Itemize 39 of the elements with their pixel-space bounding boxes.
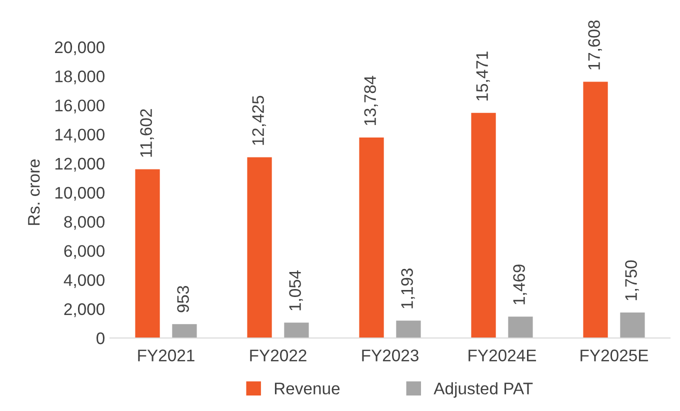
bar xyxy=(284,322,309,338)
data-label: 1,750 xyxy=(625,260,639,300)
y-tick-label: 6,000 xyxy=(64,245,104,259)
y-tick-label: 4,000 xyxy=(64,274,104,288)
y-tick-label: 12,000 xyxy=(55,158,104,172)
bar xyxy=(471,112,496,338)
y-tick-label: 14,000 xyxy=(55,128,104,142)
bar xyxy=(583,82,608,338)
legend-label: Revenue xyxy=(274,382,340,394)
data-label: 11,602 xyxy=(140,109,154,157)
x-tick-label: FY2025E xyxy=(580,350,648,362)
legend-label: Adjusted PAT xyxy=(434,382,533,398)
y-tick-label: 18,000 xyxy=(55,70,104,84)
y-tick-label: 2,000 xyxy=(64,303,104,318)
data-label: 15,471 xyxy=(476,52,490,101)
data-label: 1,054 xyxy=(289,270,303,310)
data-label: 12,425 xyxy=(252,96,266,145)
data-label: 17,608 xyxy=(588,20,602,70)
x-tick-label: FY2021 xyxy=(138,350,194,362)
data-label: 1,193 xyxy=(401,268,415,308)
bar xyxy=(135,169,160,338)
x-tick-label: FY2023 xyxy=(362,350,418,362)
bar xyxy=(359,137,384,338)
y-tick-label: 8,000 xyxy=(64,216,104,230)
data-label: 1,469 xyxy=(513,264,527,304)
y-tick-label: 20,000 xyxy=(55,41,104,56)
x-tick-label: FY2022 xyxy=(250,350,306,362)
bar xyxy=(396,320,421,338)
bar xyxy=(247,157,272,338)
y-tick-label: 0 xyxy=(96,332,104,344)
bar xyxy=(172,324,197,338)
data-label: 13,784 xyxy=(364,76,378,126)
y-tick-label: 16,000 xyxy=(55,100,104,114)
y-axis-title: Rs. crore xyxy=(28,159,40,225)
y-tick-label: 10,000 xyxy=(55,186,104,201)
x-tick-label: FY2024E xyxy=(468,350,536,362)
data-label: 953 xyxy=(177,286,189,312)
bar xyxy=(508,316,533,338)
bar xyxy=(620,312,645,338)
